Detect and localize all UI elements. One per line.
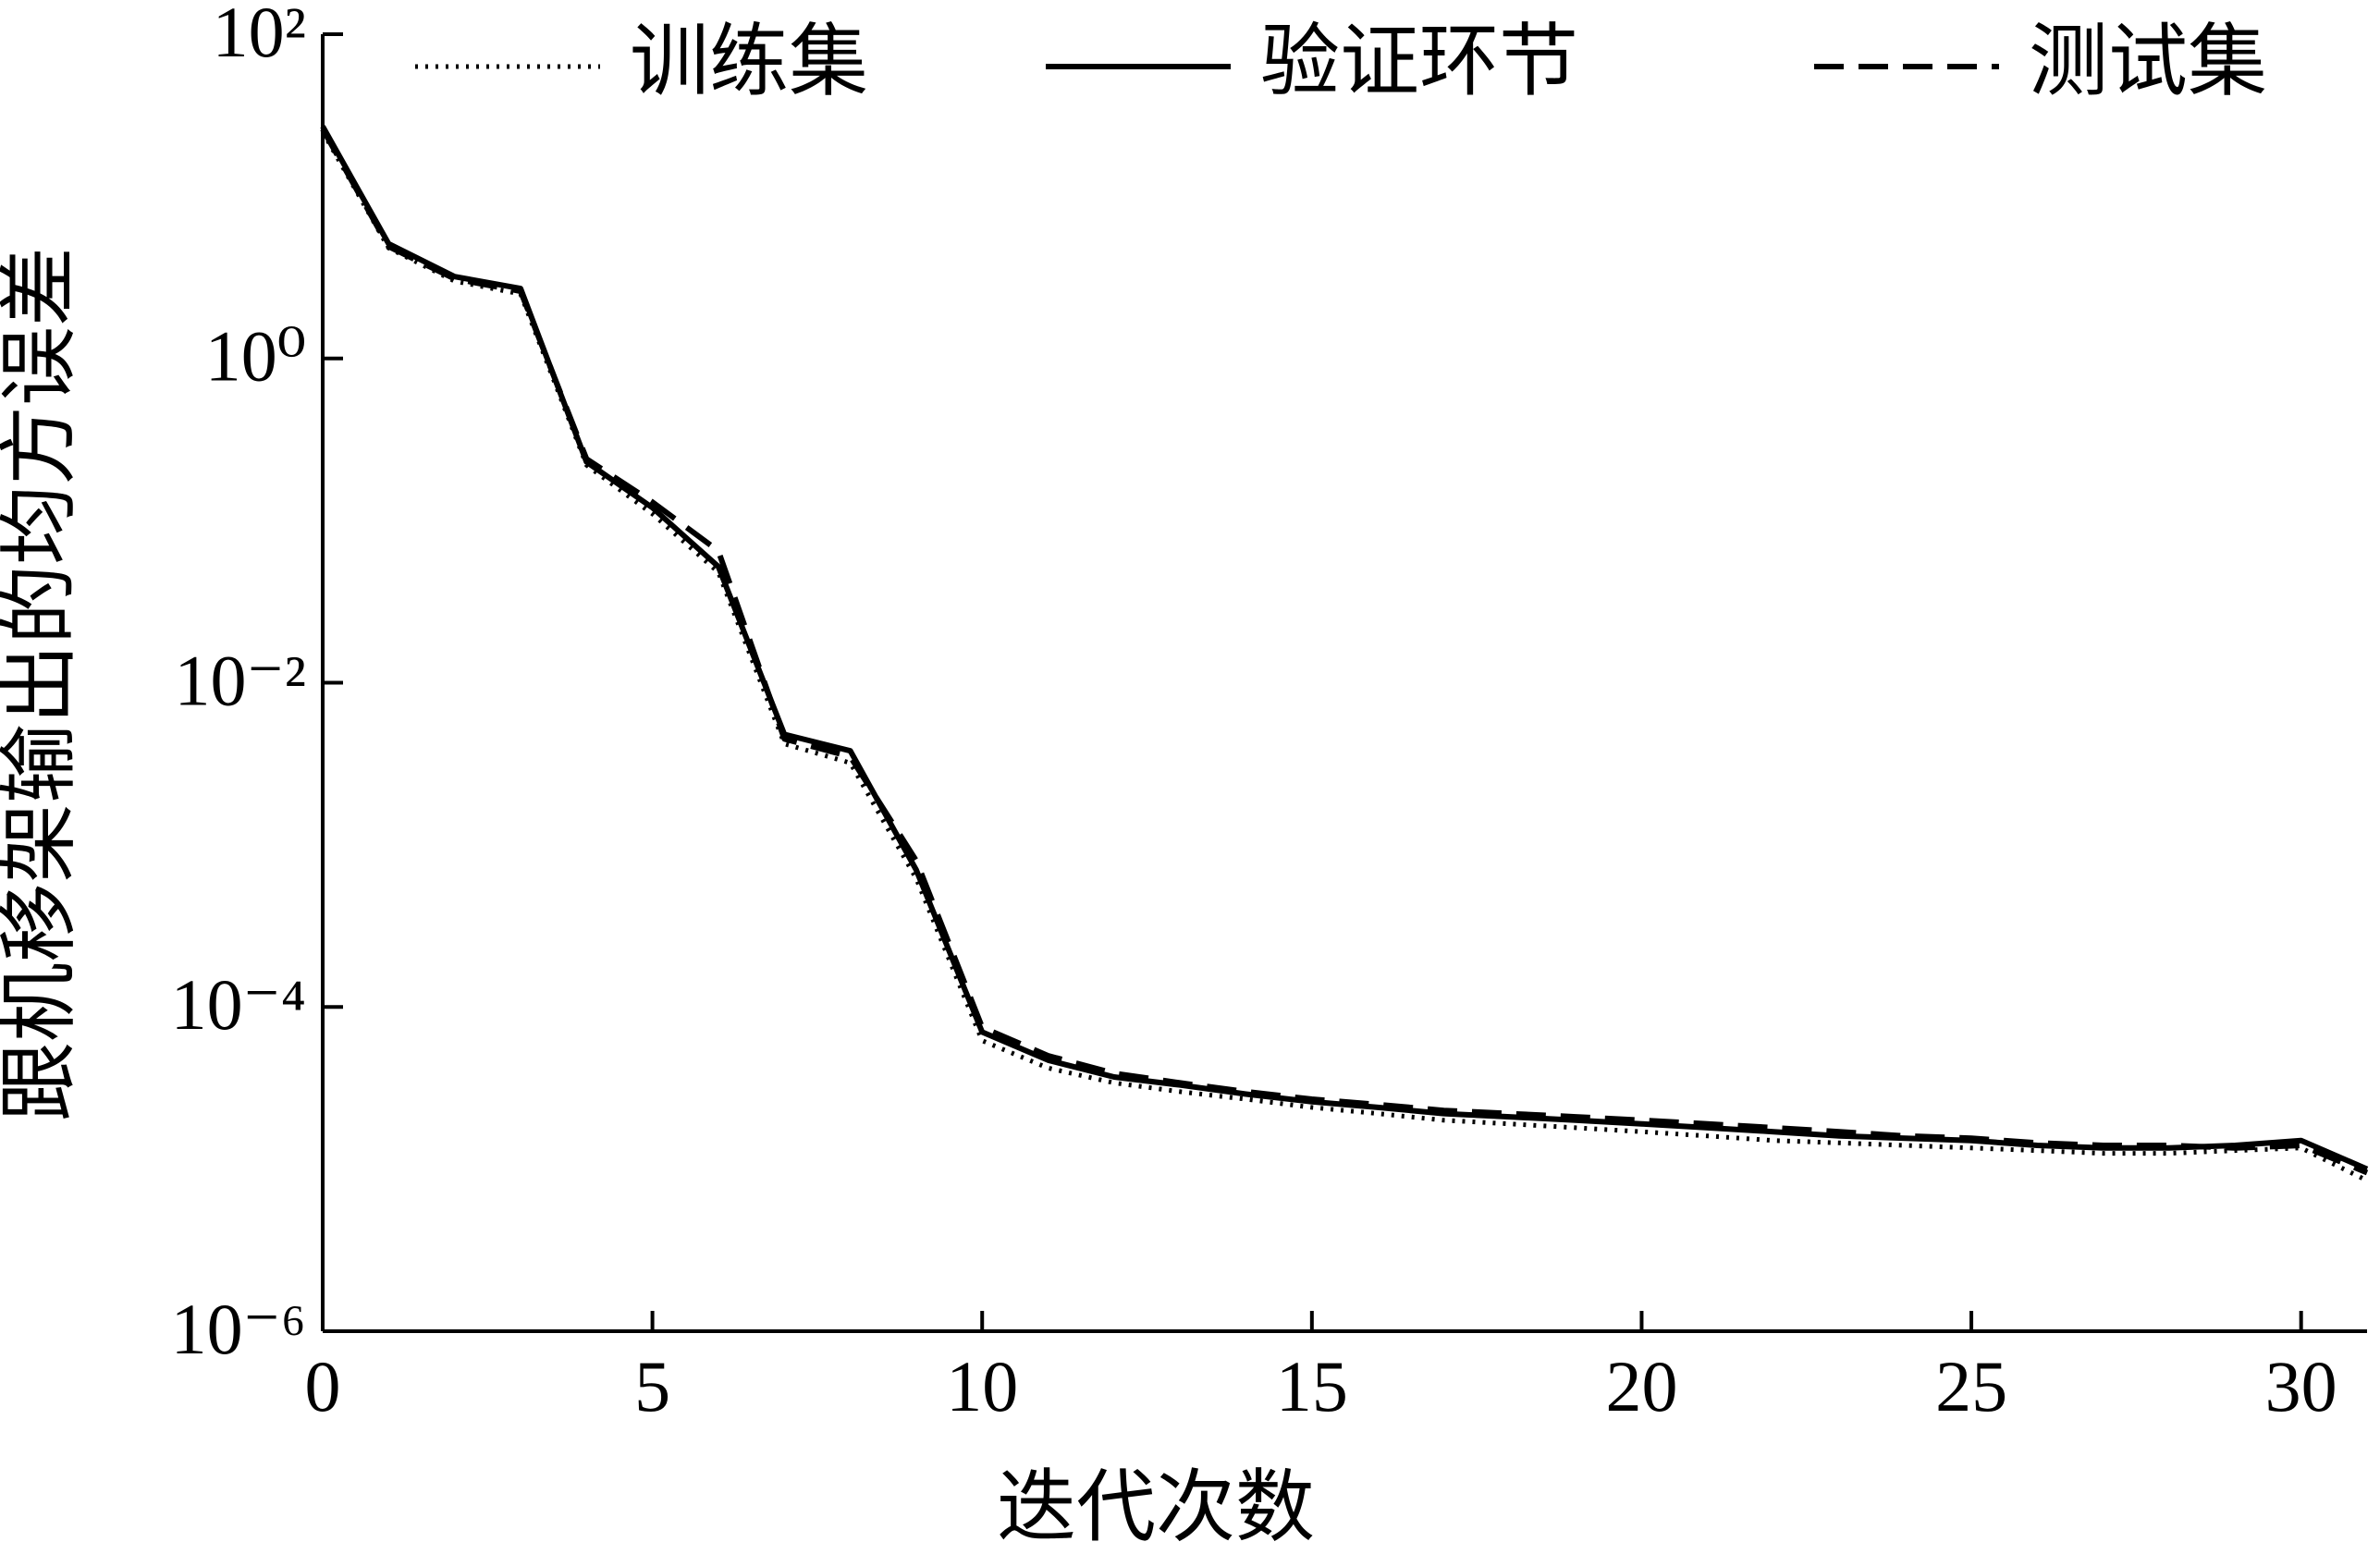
legend-label: 验证环节 (1260, 18, 1578, 106)
y-tick-label: 10² (213, 0, 306, 72)
x-tick-label: 15 (1276, 1346, 1348, 1426)
line-series (320, 125, 2369, 1172)
x-tick-label: 5 (634, 1346, 670, 1426)
x-tick-label: 10 (946, 1346, 1018, 1426)
x-tick-label: 20 (1605, 1346, 1677, 1426)
y-tick-label: 10⁻² (174, 640, 306, 720)
line-series (320, 128, 2369, 1176)
y-tick-label: 10⁻⁶ (171, 1289, 306, 1369)
y-tick-label: 10⁻⁴ (171, 964, 306, 1045)
x-tick-label: 25 (1935, 1346, 2007, 1426)
y-axis-label: 跟机移架输出的均方误差 (0, 247, 84, 1121)
x-tick-label: 0 (305, 1346, 341, 1426)
x-tick-label: 30 (2265, 1346, 2337, 1426)
legend-label: 训练集 (630, 18, 868, 106)
y-tick-label: 10⁰ (205, 316, 306, 397)
line-series (320, 130, 2369, 1183)
legend-label: 测试集 (2029, 18, 2267, 106)
x-axis-label: 迭代次数 (997, 1463, 1315, 1552)
